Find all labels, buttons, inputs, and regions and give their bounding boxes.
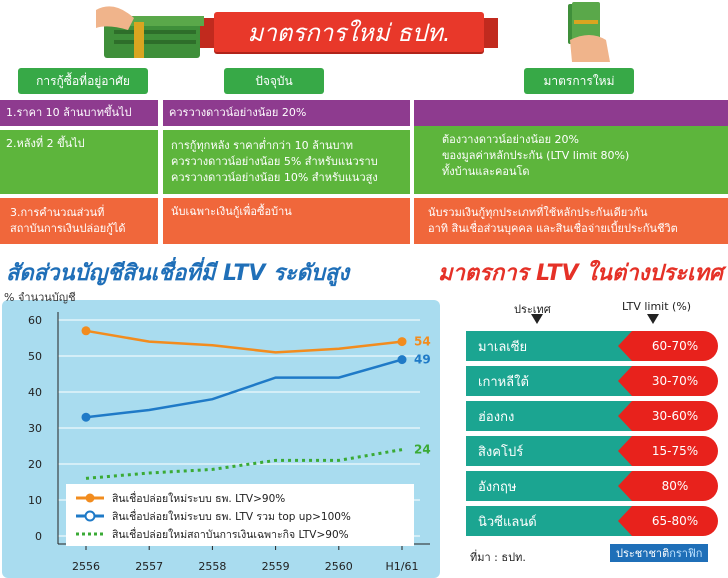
ltv-limit: 60-70% — [618, 331, 718, 361]
header-new: มาตรการใหม่ — [524, 68, 634, 94]
credit-a: ประชาชาติ — [616, 547, 670, 560]
ltv-country: อังกฤษ — [466, 471, 638, 501]
header-new-label: มาตรการใหม่ — [543, 73, 615, 88]
y-axis-label: % จำนวนบัญชี — [4, 291, 76, 304]
header-current: ปัจจุบัน — [224, 68, 324, 94]
ltv-country: เกาหลีใต้ — [466, 366, 638, 396]
header-topic: การกู้ซื้อที่อยู่อาศัย — [18, 68, 148, 94]
new-measure-line1: ต้องวางดาวน์อย่างน้อย 20% — [442, 133, 579, 146]
series-line — [85, 329, 403, 354]
y-tick-label: 40 — [28, 386, 42, 399]
new-measure-line2: ของมูลค่าหลักประกัน (LTV limit 80%) — [442, 149, 630, 162]
legend-label: สินเชื่อปล่อยใหม่ระบบ ธพ. LTV>90% — [112, 491, 285, 505]
credit-b: กราฟิก — [669, 547, 703, 560]
data-point — [397, 337, 407, 347]
legend-label: สินเชื่อปล่อยใหม่สถาบันการเงินเฉพาะกิจ L… — [112, 527, 349, 541]
ltv-country: นิวซีแลนด์ — [466, 506, 638, 536]
series-line — [85, 358, 403, 419]
limit-arrow-icon — [647, 314, 659, 324]
x-tick-label: 2556 — [72, 560, 100, 573]
right-heading: มาตรการ LTV ในต่างประเทศ — [438, 261, 723, 286]
ltv-limit: 80% — [618, 471, 718, 501]
ltv-country: ฮ่องกง — [466, 401, 638, 431]
data-point — [397, 355, 407, 365]
line-chart: 0 10 20 30 40 50 60 2556 2557 2558 2559 2560 H1/61 54… — [28, 312, 431, 573]
ltv-limit: 65-80% — [618, 506, 718, 536]
y-tick-label: 0 — [35, 530, 42, 543]
ltv-country: สิงคโปร์ — [466, 436, 638, 466]
header-current-label: ปัจจุบัน — [255, 73, 293, 88]
end-value-label: 49 — [414, 353, 431, 367]
new-measure-box — [414, 100, 728, 194]
header-topic-label: การกู้ซื้อที่อยู่อาศัย — [36, 73, 130, 88]
row3-topic: 3.การคำนวณส่วนที่ สถาบันการเงินปล่อยกู้ไ… — [0, 198, 158, 244]
new-calc-box: นับรวมเงินกู้ทุกประเภทที่ใช้หลักประกันเด… — [414, 198, 728, 244]
row2-current-line3: ควรวางดาวน์อย่างน้อย 10% สำหรับแนวสูง — [171, 171, 378, 184]
col-limit-header: LTV limit (%) — [622, 300, 692, 313]
row3-current: นับเฉพาะเงินกู้เพื่อซื้อบ้าน — [163, 198, 410, 244]
country-arrow-icon — [531, 314, 543, 324]
ltv-limit: 15-75% — [618, 436, 718, 466]
new-calc-line1: นับรวมเงินกู้ทุกประเภทที่ใช้หลักประกันเด… — [428, 206, 648, 219]
legend-marker — [84, 510, 96, 522]
row2-topic-text: 2.หลังที่ 2 ขึ้นไป — [6, 137, 85, 150]
new-measure-text: ต้องวางดาวน์อย่างน้อย 20% ของมูลค่าหลักป… — [414, 118, 728, 194]
end-value-label: 24 — [414, 443, 431, 457]
title-banner: มาตรการใหม่ ธปท. — [200, 12, 498, 52]
ltv-limit: 30-70% — [618, 366, 718, 396]
ltv-limit: 30-60% — [618, 401, 718, 431]
row1-topic-text: 1.ราคา 10 ล้านบาทขึ้นไป — [6, 106, 132, 119]
x-tick-label: 2557 — [135, 560, 163, 573]
data-point — [81, 326, 91, 336]
row2-current-line1: การกู้ทุกหลัง ราคาต่ำกว่า 10 ล้านบาท — [171, 139, 353, 152]
y-tick-label: 50 — [28, 350, 42, 363]
new-measure-line3: ทั้งบ้านและคอนโด — [442, 165, 530, 178]
new-calc-line2: อาทิ สินเชื่อส่วนบุคคล และสินเชื่อจ่ายเบ… — [428, 222, 678, 235]
left-heading: สัดส่วนบัญชีสินเชื่อที่มี LTV ระดับสูง — [6, 261, 350, 286]
col-country-header: ประเทศ — [514, 303, 551, 316]
y-tick-label: 20 — [28, 458, 42, 471]
row3-topic-text: 3.การคำนวณส่วนที่ สถาบันการเงินปล่อยกู้ไ… — [10, 206, 126, 235]
row1-current-line1: ควรวางดาวน์อย่างน้อย 20% — [169, 106, 307, 119]
data-point — [81, 412, 91, 422]
legend-label: สินเชื่อปล่อยใหม่ระบบ ธพ. LTV รวม top up… — [112, 509, 351, 523]
money-hand-right-icon — [568, 2, 610, 62]
money-stack-left-icon — [96, 6, 204, 58]
row1-topic: 1.ราคา 10 ล้านบาทขึ้นไป — [0, 100, 158, 126]
row3-current-line1: นับเฉพาะเงินกู้เพื่อซื้อบ้าน — [171, 205, 292, 218]
x-tick-label: 2560 — [325, 560, 353, 573]
end-value-label: 54 — [414, 335, 431, 349]
page-title: มาตรการใหม่ ธปท. — [247, 18, 451, 47]
legend-marker — [85, 493, 95, 503]
y-tick-label: 60 — [28, 314, 42, 327]
legend-box — [66, 484, 414, 546]
row2-current: การกู้ทุกหลัง ราคาต่ำกว่า 10 ล้านบาท ควร… — [163, 130, 410, 194]
ltv-country: มาเลเซีย — [466, 331, 638, 361]
y-tick-label: 10 — [28, 494, 42, 507]
y-tick-label: 30 — [28, 422, 42, 435]
credit-badge: ประชาชาติ กราฟิก — [610, 544, 709, 562]
x-tick-label: 2558 — [198, 560, 226, 573]
row2-topic: 2.หลังที่ 2 ขึ้นไป — [0, 130, 158, 194]
x-tick-label: H1/61 — [386, 560, 419, 573]
x-tick-label: 2559 — [262, 560, 290, 573]
row2-current-line2: ควรวางดาวน์อย่างน้อย 5% สำหรับแนวราบ — [171, 155, 378, 168]
source-text: ที่มา : ธปท. — [470, 551, 526, 564]
row1-current: ควรวางดาวน์อย่างน้อย 20% — [163, 100, 410, 126]
